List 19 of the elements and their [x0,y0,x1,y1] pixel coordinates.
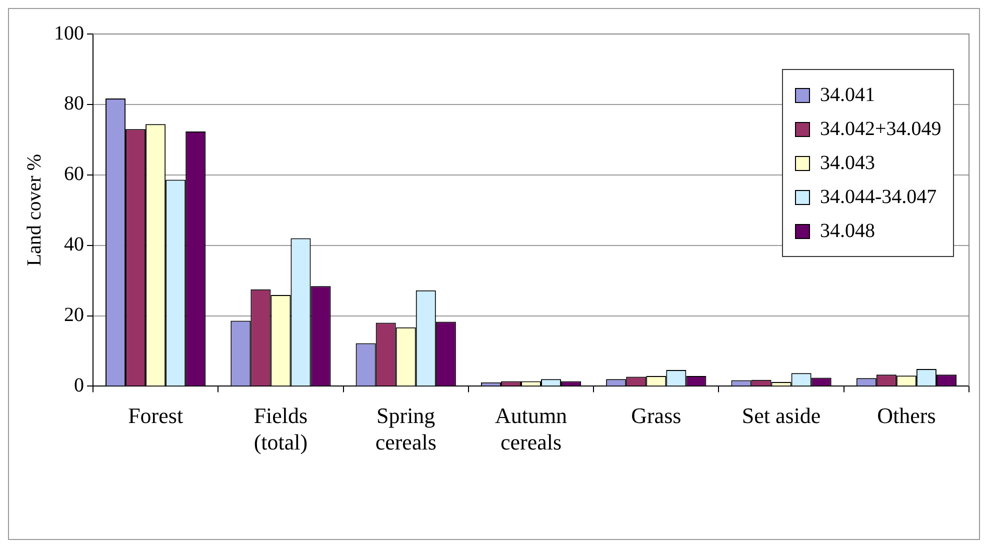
y-tick-label: 40 [64,234,84,256]
y-axis-title: Land cover % [23,154,46,266]
legend-label: 34.041 [820,83,875,108]
y-tick-label: 80 [64,92,84,115]
x-tick-label: Grass [631,403,682,428]
x-tick-label: Forest [128,403,184,428]
y-tick-label: 20 [64,304,84,326]
y-tick-label: 100 [54,22,84,44]
legend-label: 34.042+34.049 [820,117,942,142]
x-tick-label: Fields (total) [254,403,308,455]
x-tick-label: Set aside [742,403,821,428]
x-tick-label: Spring cereals [375,403,436,455]
legend-label: 34.043 [820,151,875,176]
x-tick-label: Others [877,403,936,428]
legend-label: 34.048 [820,219,875,244]
legend-label: 34.044-34.047 [820,185,937,210]
x-tick-label: Autumn cereals [494,403,568,455]
y-tick-label: 0 [74,374,84,396]
y-tick-label: 60 [64,163,84,186]
